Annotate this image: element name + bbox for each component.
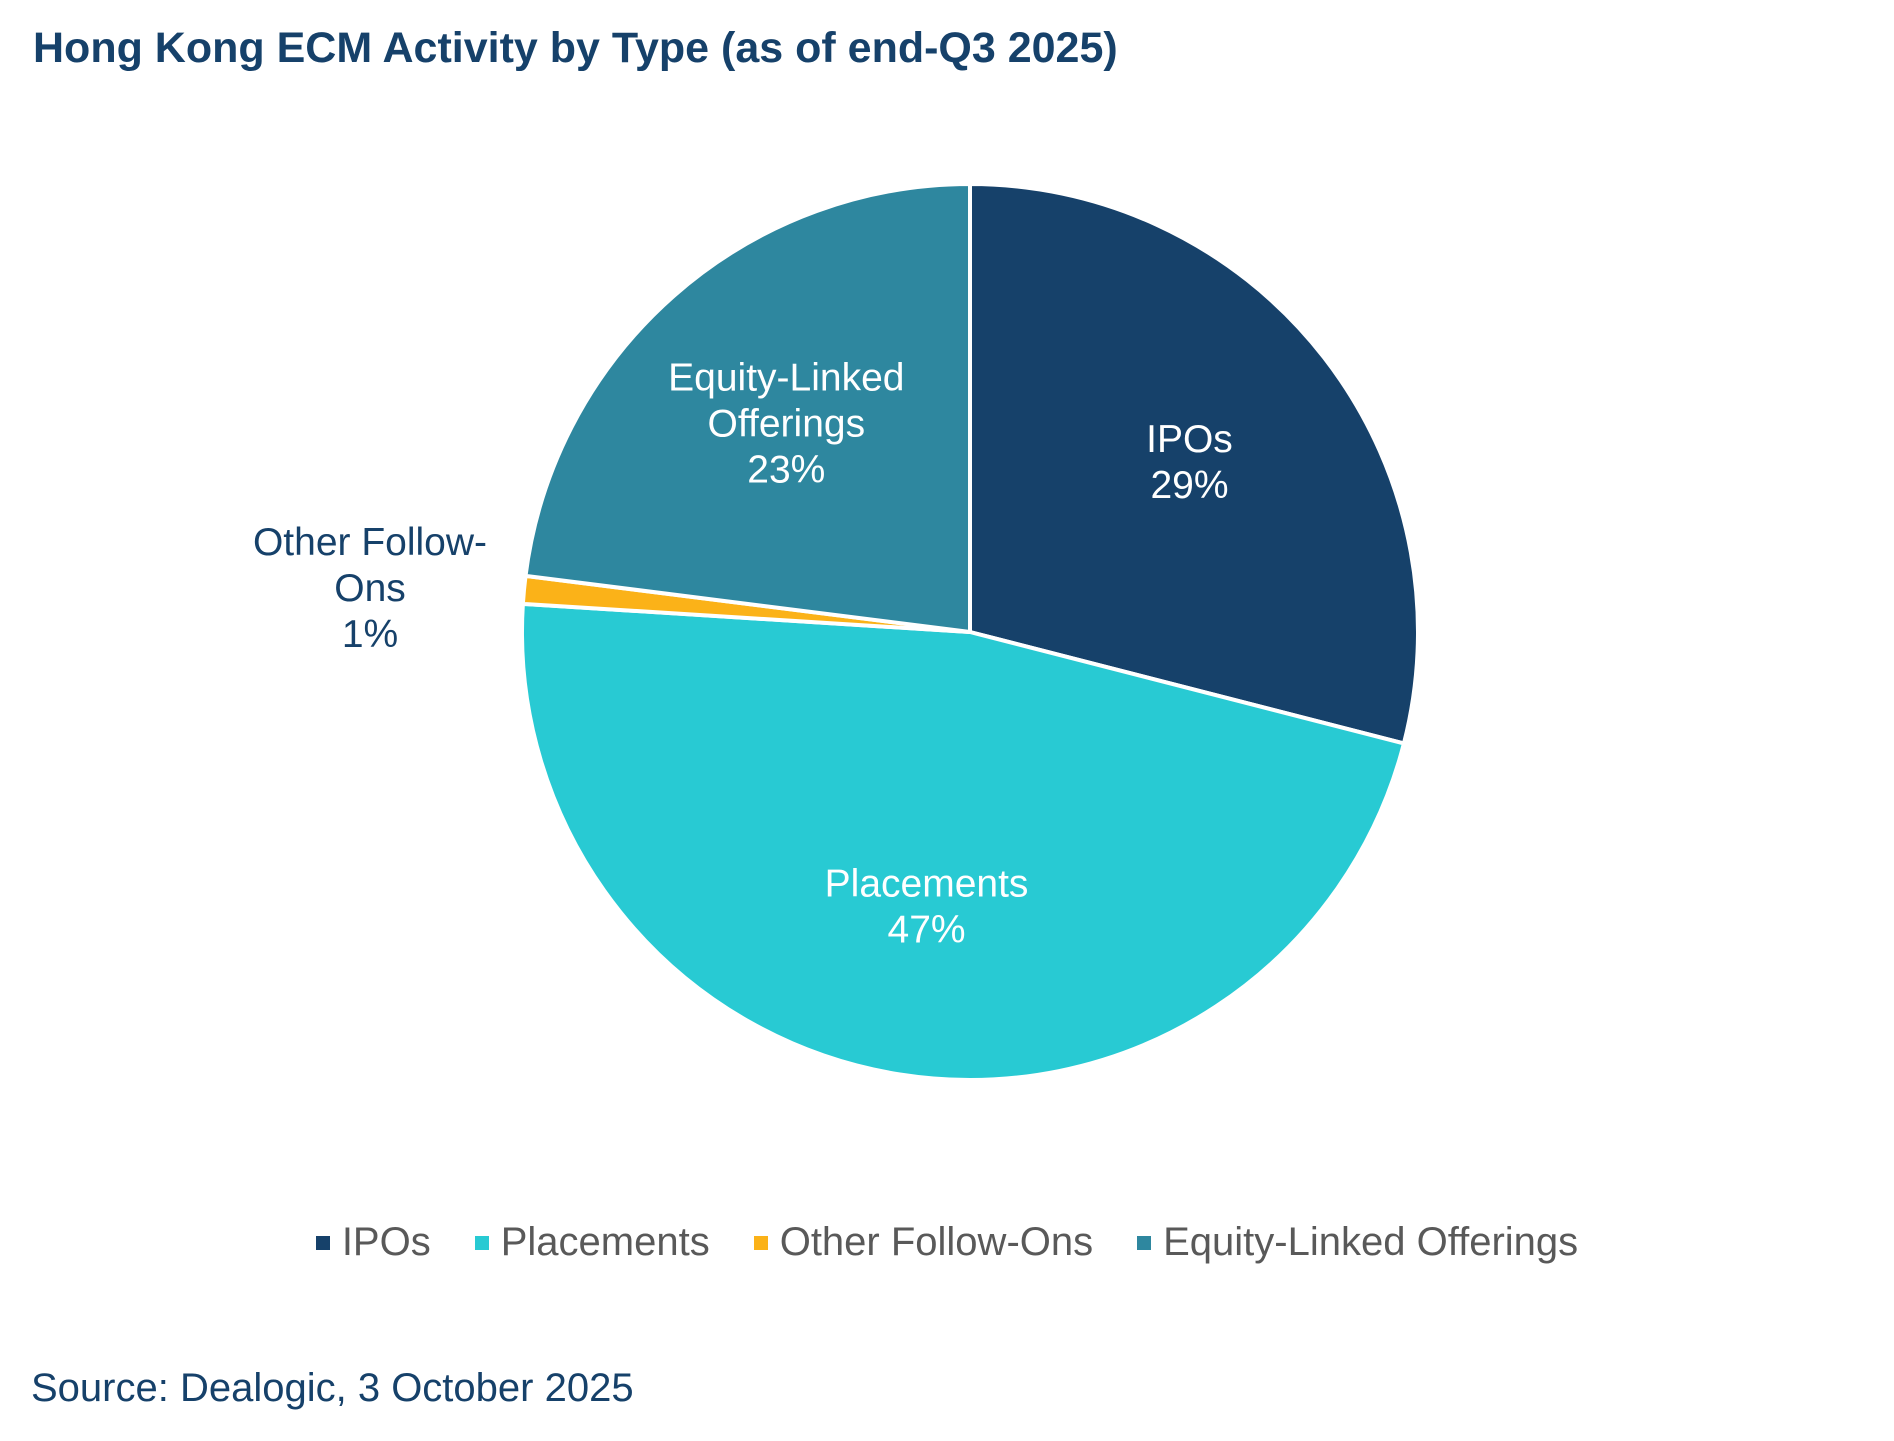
legend-label: IPOs	[341, 1220, 431, 1264]
slice-label-equity-linked-offerings: Equity-Linked Offerings 23%	[668, 357, 904, 492]
legend-label: Other Follow-Ons	[779, 1220, 1094, 1264]
legend-item-other-follow-ons: Other Follow-Ons	[753, 1220, 1094, 1265]
slice-name-label: IPOs	[1146, 418, 1233, 461]
legend-swatch	[1137, 1235, 1152, 1250]
legend-label: Equity-Linked Offerings	[1163, 1220, 1579, 1264]
pie-slice-equity-linked-offerings	[523, 182, 972, 634]
slice-name-label: Other Follow-	[253, 521, 487, 564]
legend-label: Placements	[500, 1220, 710, 1264]
slice-label-ipos: IPOs 29%	[1146, 418, 1233, 507]
legend-swatch	[315, 1235, 330, 1250]
slice-value-label: 47%	[888, 908, 966, 951]
pie-labels: IPOs 29% Placements 47% Other Follow-Ons 1% Eq…	[253, 357, 1233, 952]
pie-slice-placements	[520, 601, 1406, 1083]
slice-name-label: Placements	[825, 862, 1029, 905]
pie-slice-ipos	[968, 182, 1420, 746]
slice-label-placements: Placements 47%	[825, 862, 1029, 951]
chart-legend: IPOs Placements Other Follow-Ons Equity-Lin…	[0, 1220, 1894, 1265]
slice-value-label: 29%	[1150, 464, 1228, 507]
slice-label-other-follow-ons: Other Follow-Ons 1%	[253, 521, 487, 656]
legend-item-placements: Placements	[474, 1220, 710, 1265]
chart-title: Hong Kong ECM Activity by Type (as of en…	[33, 24, 1118, 72]
legend-item-ipos: IPOs	[315, 1220, 431, 1265]
legend-swatch	[474, 1235, 489, 1250]
slice-value-label: 23%	[747, 449, 825, 492]
slice-name-label: Equity-Linked	[668, 357, 904, 400]
legend-item-equity-linked-offerings: Equity-Linked Offerings	[1137, 1220, 1578, 1265]
pie-slices	[520, 182, 1420, 1083]
source-note: Source: Dealogic, 3 October 2025	[31, 1366, 634, 1410]
slice-name-label: Ons	[334, 567, 406, 610]
slice-value-label: 1%	[342, 613, 398, 656]
slice-name-label: Offerings	[708, 403, 866, 446]
legend-swatch	[753, 1235, 768, 1250]
